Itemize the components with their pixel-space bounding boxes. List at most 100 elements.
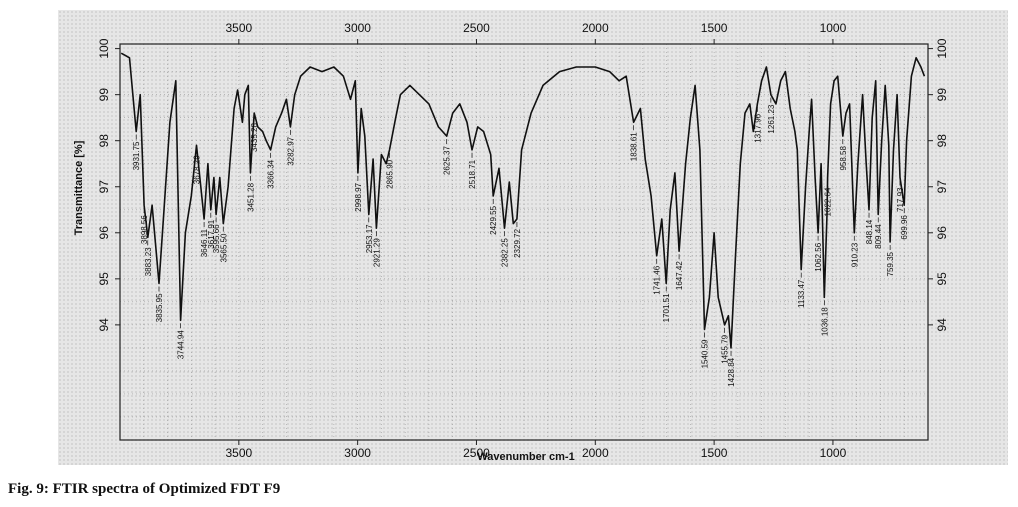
- peak-label: 3744.94: [177, 323, 186, 359]
- peak-label: 759.35: [886, 245, 895, 276]
- peak-label: 1741.46: [653, 258, 662, 295]
- y-tick-label-left: 97: [97, 180, 111, 194]
- peak-label-text: 848.14: [865, 219, 874, 244]
- peak-label-text: 3898.56: [140, 215, 149, 244]
- peak-label: 1428.84: [727, 350, 736, 387]
- peak-label: 1838.61: [630, 125, 639, 161]
- peak-label: 3282.97: [286, 129, 295, 166]
- y-tick-label-left: 96: [97, 226, 111, 240]
- peak-label-text: 1455.79: [721, 334, 730, 363]
- peak-label-text: 1428.84: [727, 357, 736, 386]
- peak-label-text: 910.23: [850, 242, 859, 267]
- peak-label-text: 3451.28: [246, 182, 255, 211]
- peak-label: 2865.90: [386, 152, 395, 189]
- peak-label-text: 2625.37: [443, 146, 452, 175]
- peak-label-text: 1022.64: [824, 187, 833, 216]
- plot-frame: [119, 43, 929, 441]
- peak-label-text: 2329.72: [513, 228, 522, 257]
- peak-label: 2998.97: [354, 175, 363, 212]
- x-ticks: 3500 3500 3000 3000 2500 2500 2000 2000 1500 1500…: [225, 21, 846, 460]
- peak-label: 848.14: [865, 212, 874, 244]
- x-tick-label-top: 1500: [701, 21, 728, 35]
- peak-label-text: 3282.97: [286, 136, 295, 165]
- peak-label: 1022.64: [824, 180, 833, 216]
- peak-label-text: 3678.29: [192, 155, 201, 184]
- peak-label-text: 1317.96: [753, 113, 762, 142]
- peak-label: 3565.50: [219, 226, 228, 263]
- y-axis-label: Transmittance [%]: [73, 140, 85, 235]
- x-axis-label: Wavenumber cm-1: [477, 451, 574, 463]
- x-tick-label-bottom: 2000: [582, 446, 609, 460]
- y-tick-label-right: 99: [935, 88, 949, 102]
- peak-label: 1036.18: [820, 300, 829, 336]
- ftir-chart: 3500 3500 3000 3000 2500 2500 2000 2000 1500 1500…: [73, 21, 949, 463]
- peak-label: 958.58: [839, 139, 848, 171]
- y-tick-label-right: 94: [935, 318, 949, 332]
- peak-label-text: 3366.34: [267, 159, 276, 188]
- peak-label: 2921.29: [372, 231, 381, 267]
- peak-label-text: 3835.95: [155, 293, 164, 322]
- peak-label-text: 3744.94: [177, 330, 186, 359]
- peak-label: 3366.34: [267, 152, 276, 189]
- scanned-figure-background: [58, 10, 1008, 465]
- y-ticks: 100 99 98 97 96 95 94 100 99 98 97 96 95 94: [97, 38, 949, 331]
- peak-label: 1701.51: [662, 286, 671, 322]
- peak-label-text: 717.93: [896, 187, 905, 212]
- peak-label: 2625.37: [443, 139, 452, 175]
- peak-label: 3617.91: [207, 212, 216, 249]
- y-tick-label-left: 95: [97, 272, 111, 286]
- peak-label: 2382.25: [500, 231, 509, 267]
- peak-label-text: 1647.42: [675, 261, 684, 290]
- y-tick-label-left: 98: [97, 134, 111, 148]
- figure-caption: Fig. 9: FTIR spectra of Optimized FDT F9: [8, 481, 281, 497]
- peak-label-text: 2953.17: [365, 224, 374, 253]
- y-tick-label-right: 97: [935, 180, 949, 194]
- peak-label: 1133.47: [797, 272, 806, 308]
- peak-label-text: 1701.51: [662, 293, 671, 322]
- peak-label-text: 699.96: [900, 215, 909, 240]
- spectrum-line: [120, 52, 926, 349]
- y-tick-label-right: 100: [935, 38, 949, 58]
- x-tick-label-top: 2000: [582, 21, 609, 35]
- peak-label: 809.44: [874, 217, 883, 249]
- peak-label: 3898.56: [140, 208, 149, 244]
- peak-label-text: 3931.75: [132, 141, 141, 170]
- peak-label: 3678.29: [192, 148, 201, 184]
- peak-label: 717.93: [896, 180, 905, 212]
- x-tick-label-top: 3500: [225, 21, 252, 35]
- peak-labels: 3931.75 3898.56 3883.23 3835.95 3744.94 3678.…: [132, 97, 909, 387]
- peak-label-text: 2865.90: [386, 159, 395, 188]
- peak-label: 3883.23: [144, 240, 153, 276]
- peak-label-text: 3883.23: [144, 247, 153, 276]
- y-tick-label-left: 94: [97, 318, 111, 332]
- peak-label-text: 1062.56: [814, 242, 823, 271]
- peak-label: 910.23: [850, 235, 859, 267]
- peak-label: 2329.72: [513, 221, 522, 258]
- x-tick-label-top: 1000: [820, 21, 847, 35]
- x-tick-label-bottom: 2500: [463, 446, 490, 460]
- grid-layer: [120, 44, 928, 440]
- x-tick-label-bottom: 3000: [344, 446, 371, 460]
- y-tick-label-right: 96: [935, 226, 949, 240]
- x-tick-label-top: 2500: [463, 21, 490, 35]
- x-tick-label-bottom: 1500: [701, 446, 728, 460]
- peak-label-text: 3646.11: [200, 228, 209, 257]
- peak-label-text: 958.58: [839, 146, 848, 171]
- peak-label-text: 1540.59: [700, 339, 709, 368]
- peak-label-text: 1261.23: [767, 104, 776, 133]
- peak-label-text: 1838.61: [630, 132, 639, 161]
- peak-label-text: 759.35: [886, 251, 895, 276]
- peak-label-text: 1036.18: [820, 307, 829, 336]
- peak-label: 3835.95: [155, 286, 164, 322]
- x-tick-label-bottom: 1000: [820, 446, 847, 460]
- peak-label: 2953.17: [365, 217, 374, 253]
- peak-label: 2518.71: [468, 152, 477, 189]
- peak-label: 1455.79: [721, 327, 730, 364]
- peak-label: 2429.55: [489, 198, 498, 235]
- y-tick-label-right: 95: [935, 272, 949, 286]
- y-tick-label-left: 100: [97, 38, 111, 58]
- peak-label: 1261.23: [767, 97, 776, 134]
- peak-label-text: 2921.29: [372, 238, 381, 267]
- peak-label: 3435.28: [250, 116, 259, 152]
- y-tick-label-left: 99: [97, 88, 111, 102]
